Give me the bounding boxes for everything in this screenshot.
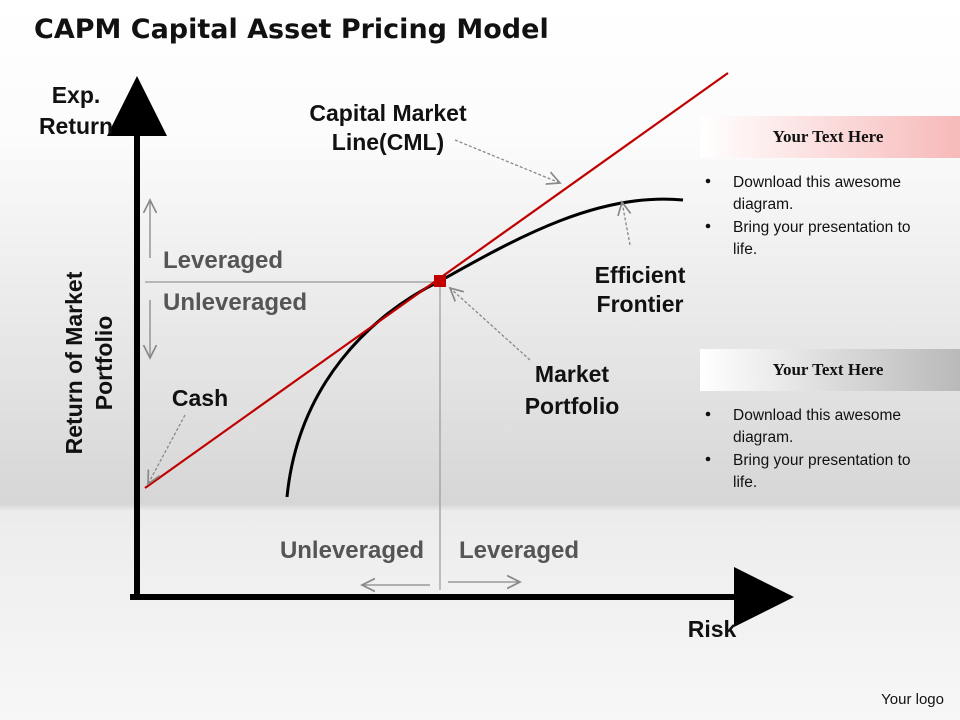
box-heading: Your Text Here	[773, 127, 884, 146]
bullet: diagram.	[733, 196, 793, 213]
unleveraged-label: Unleveraged	[280, 537, 424, 564]
leveraged-label: Leveraged	[459, 537, 579, 564]
bullet: Download this awesome	[733, 407, 901, 424]
bullet: Bring your presentation to	[733, 219, 911, 236]
market-label: Portfolio	[525, 393, 620, 419]
title: CAPM Capital Asset Pricing Model	[34, 14, 549, 45]
side-label: Return of Market	[61, 271, 87, 454]
frontier-label: Efficient	[595, 262, 686, 288]
market-point	[434, 275, 446, 287]
cml-label: Line(CML)	[332, 129, 444, 155]
bullet: Bring your presentation to	[733, 452, 911, 469]
side-label: Portfolio	[91, 316, 117, 411]
unleveraged-label: Unleveraged	[163, 289, 307, 316]
bullet: life.	[733, 474, 757, 491]
cash-label: Cash	[172, 385, 228, 411]
bullet: life.	[733, 241, 757, 258]
frontier-label: Frontier	[597, 291, 684, 317]
box-heading: Your Text Here	[773, 360, 884, 379]
logo: Your logo	[881, 691, 944, 708]
leveraged-label: Leveraged	[163, 247, 283, 274]
y-label: Return	[39, 113, 113, 139]
bullet: diagram.	[733, 429, 793, 446]
bullet: Download this awesome	[733, 174, 901, 191]
y-label: Exp.	[52, 82, 101, 108]
text-box: Your Text Here Download this awesome dia…	[700, 116, 960, 258]
x-label: Risk	[688, 616, 737, 642]
axes	[107, 76, 794, 627]
cml-label: Capital Market	[309, 100, 467, 126]
text-box: Your Text Here Download this awesome dia…	[700, 349, 960, 491]
arrows	[148, 139, 630, 585]
market-label: Market	[535, 361, 609, 387]
